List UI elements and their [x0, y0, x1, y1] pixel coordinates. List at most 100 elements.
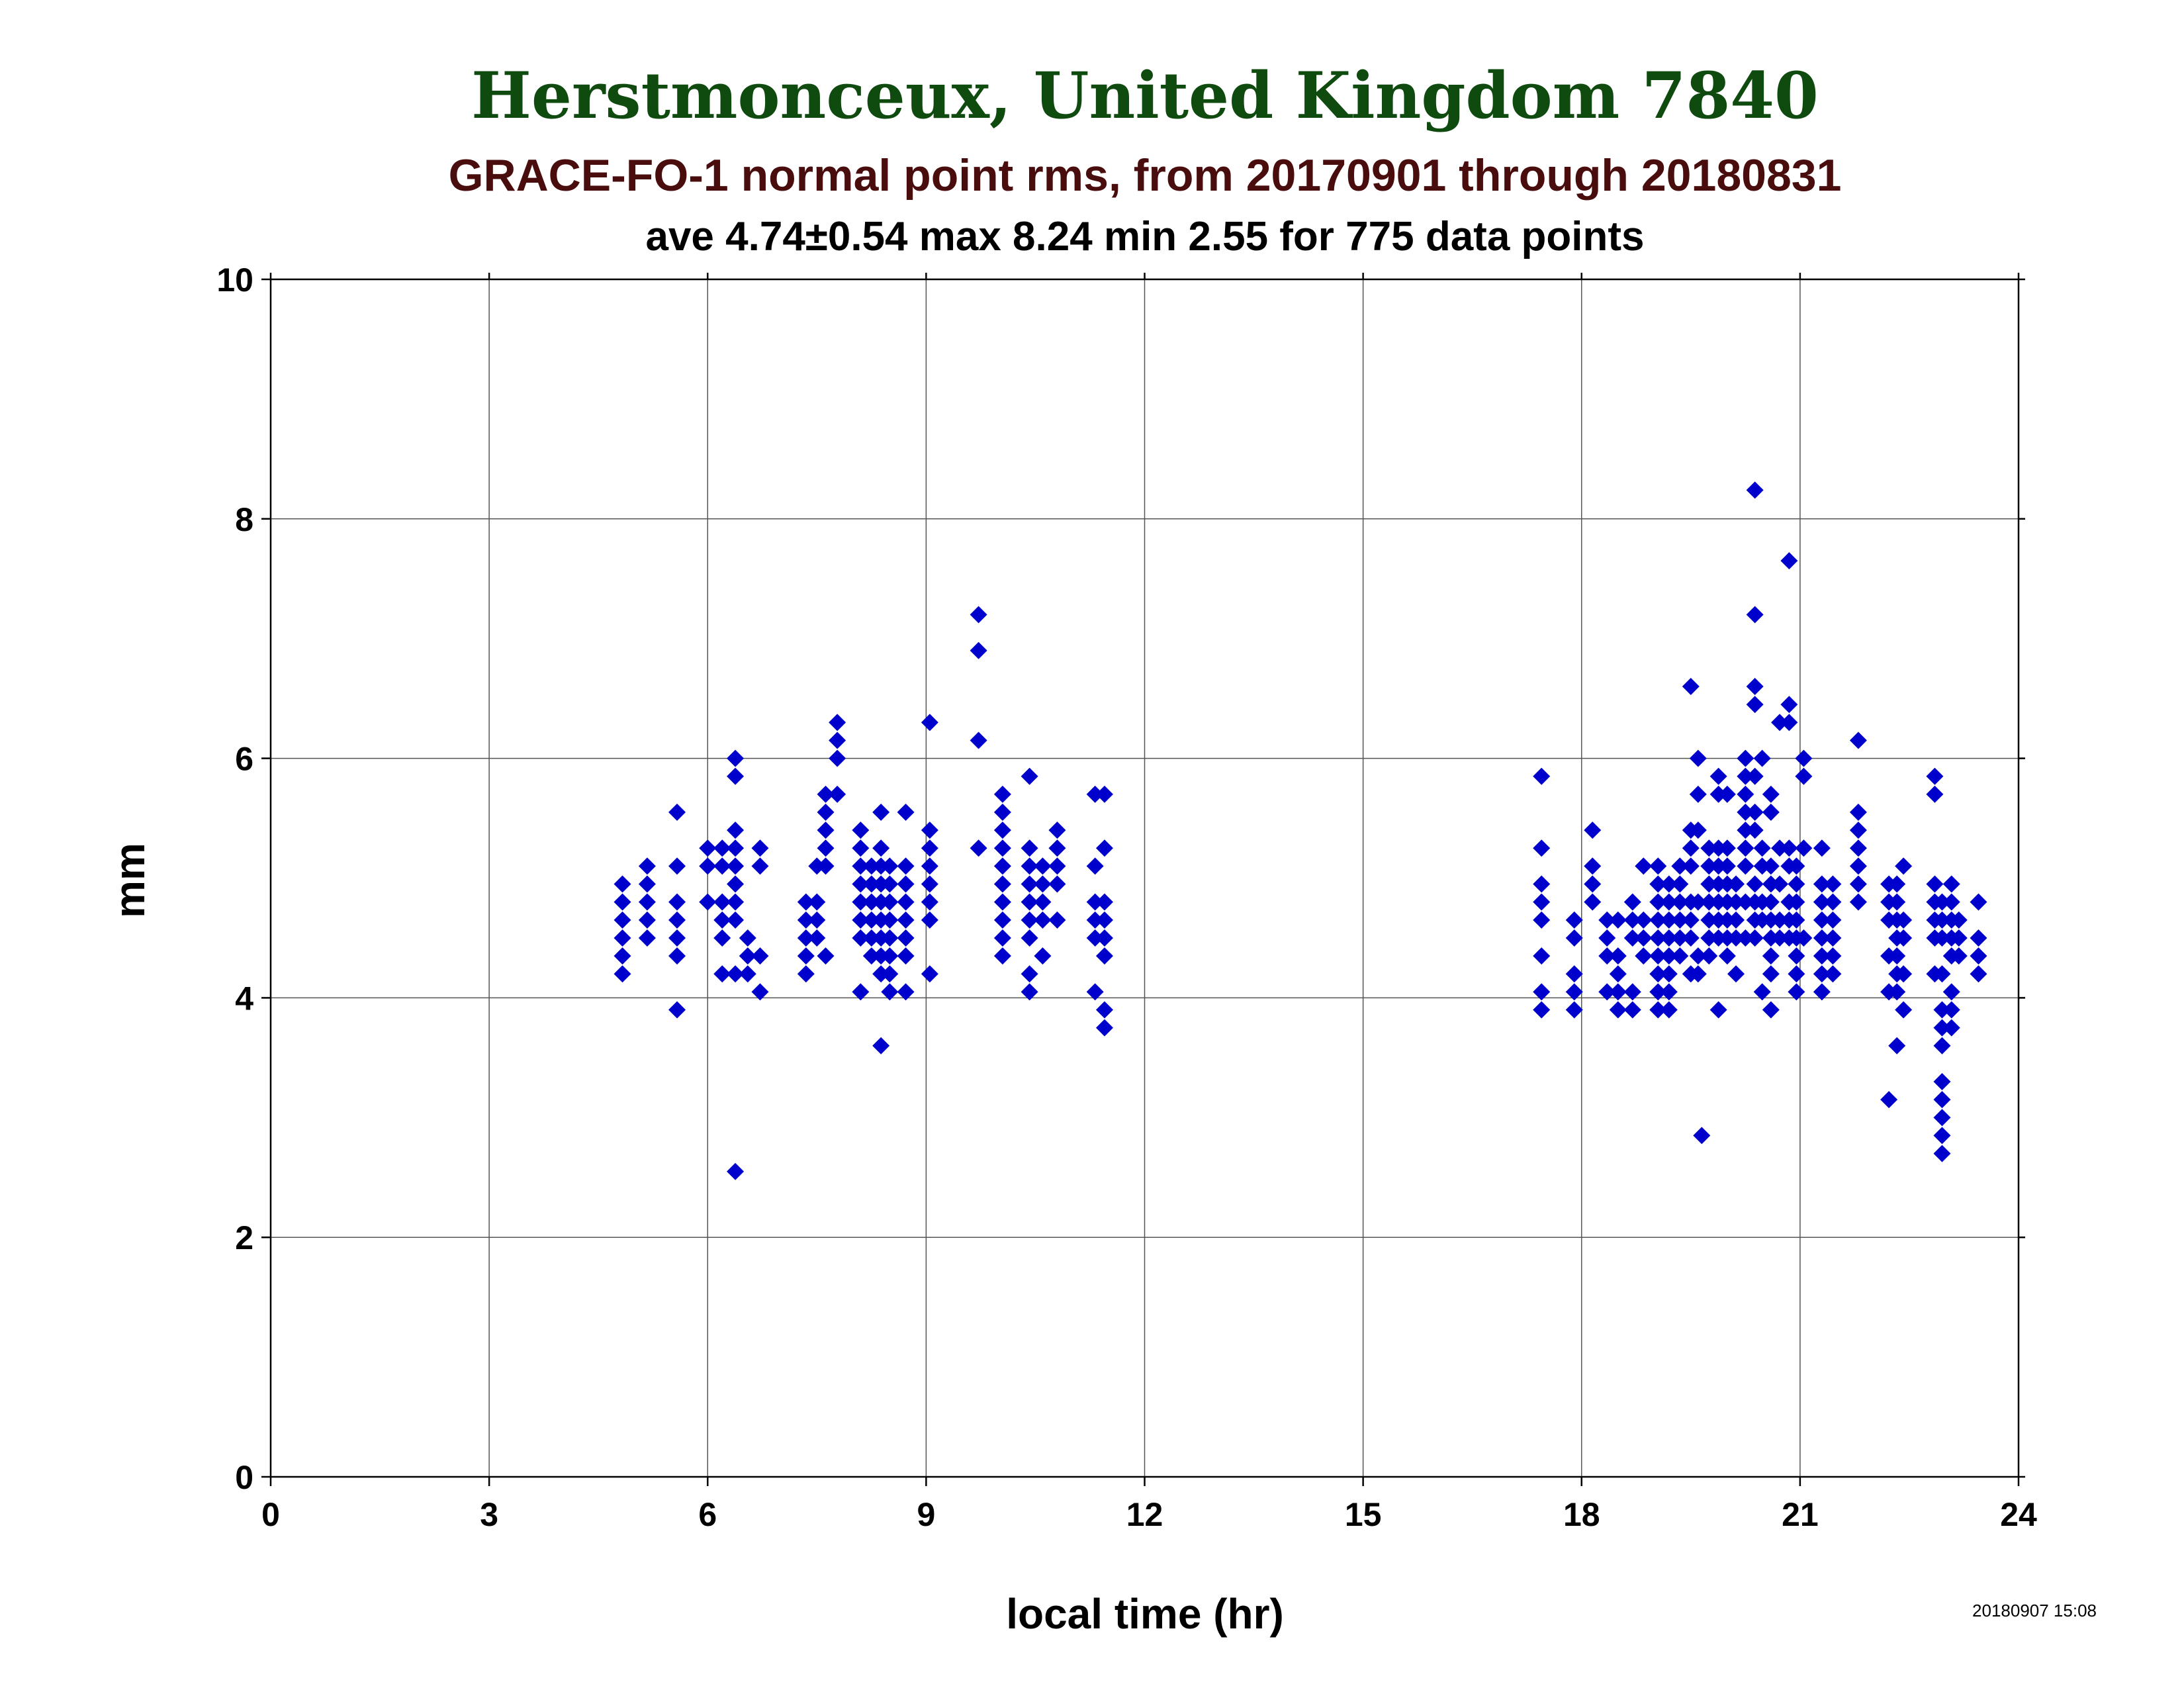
data-point: [1533, 947, 1551, 965]
data-point: [1718, 857, 1736, 875]
data-point: [668, 947, 686, 965]
data-point: [1584, 893, 1602, 911]
data-point: [1095, 929, 1113, 947]
data-point: [1737, 893, 1754, 911]
data-point: [1849, 804, 1867, 821]
data-point: [872, 947, 890, 965]
grid: [271, 279, 2019, 1477]
data-point: [881, 911, 899, 929]
data-point: [1660, 947, 1678, 965]
data-point: [1771, 839, 1789, 857]
data-point: [1753, 893, 1771, 911]
data-point: [1700, 911, 1718, 929]
data-point: [727, 965, 745, 983]
data-point: [1933, 911, 1951, 929]
data-point: [1753, 839, 1771, 857]
data-point: [1689, 893, 1707, 911]
data-point: [713, 929, 731, 947]
data-point: [1095, 947, 1113, 965]
y-tick-label: 6: [235, 741, 253, 778]
data-point: [1762, 875, 1780, 893]
data-point: [862, 911, 880, 929]
data-point: [1048, 875, 1066, 893]
data-point: [1609, 947, 1627, 965]
data-point: [817, 785, 835, 803]
data-point: [1598, 983, 1616, 1001]
data-point: [1888, 1037, 1906, 1055]
data-point: [829, 714, 846, 731]
y-tick-label: 0: [235, 1459, 253, 1496]
data-point: [993, 804, 1011, 821]
data-point: [1021, 857, 1038, 875]
data-point: [1746, 767, 1764, 785]
data-point: [797, 893, 815, 911]
data-point: [1095, 839, 1113, 857]
x-tick-label: 24: [2000, 1496, 2037, 1533]
data-point: [727, 911, 745, 929]
x-axis-ticks: 0 3 6 9 12 15 18 21 24: [261, 273, 2037, 1533]
x-tick-label: 18: [1563, 1496, 1600, 1533]
data-point: [797, 911, 815, 929]
data-point: [1533, 1001, 1551, 1019]
data-point: [1737, 785, 1754, 803]
data-point: [1649, 965, 1667, 983]
data-point: [1709, 839, 1727, 857]
data-point: [1021, 893, 1038, 911]
data-point: [1095, 893, 1113, 911]
data-point: [1649, 1001, 1667, 1019]
data-point: [1942, 1001, 1960, 1019]
data-point: [897, 947, 915, 965]
data-point: [1086, 911, 1104, 929]
data-point: [727, 767, 745, 785]
data-point: [638, 911, 656, 929]
data-point: [1671, 911, 1689, 929]
data-point: [1950, 947, 1968, 965]
data-point: [852, 929, 870, 947]
data-point: [1660, 929, 1678, 947]
data-point: [993, 893, 1011, 911]
data-point: [713, 857, 731, 875]
data-point: [921, 714, 938, 731]
data-point: [817, 821, 835, 839]
data-point: [1849, 731, 1867, 749]
data-point: [1623, 929, 1641, 947]
data-point: [1649, 857, 1667, 875]
data-point: [1565, 911, 1583, 929]
data-point: [1660, 875, 1678, 893]
data-point: [1034, 947, 1052, 965]
data-point: [1021, 875, 1038, 893]
data-point: [1824, 911, 1842, 929]
data-point: [1795, 749, 1813, 767]
data-point: [872, 1037, 890, 1055]
data-point: [852, 821, 870, 839]
data-point: [1623, 983, 1641, 1001]
data-point: [1533, 875, 1551, 893]
data-point: [1718, 947, 1736, 965]
data-point: [1746, 606, 1764, 624]
data-point: [1824, 929, 1842, 947]
data-point: [852, 911, 870, 929]
data-point: [739, 965, 756, 983]
data-point: [1762, 911, 1780, 929]
data-point: [614, 911, 631, 929]
x-axis-label: local time (hr): [1006, 1590, 1284, 1638]
data-point: [1689, 965, 1707, 983]
data-point: [1034, 893, 1052, 911]
data-point: [1086, 929, 1104, 947]
data-point: [1048, 911, 1066, 929]
data-point: [1824, 947, 1842, 965]
data-point: [808, 929, 826, 947]
data-point: [872, 965, 890, 983]
data-point: [1727, 875, 1745, 893]
data-point: [727, 857, 745, 875]
data-point: [1609, 965, 1627, 983]
data-point: [1635, 929, 1653, 947]
data-point: [1609, 1001, 1627, 1019]
data-point: [1709, 911, 1727, 929]
data-point: [699, 857, 717, 875]
data-point: [1824, 875, 1842, 893]
y-axis-label: mm: [106, 843, 154, 918]
data-point: [638, 929, 656, 947]
data-point: [1660, 1001, 1678, 1019]
data-point: [1762, 965, 1780, 983]
